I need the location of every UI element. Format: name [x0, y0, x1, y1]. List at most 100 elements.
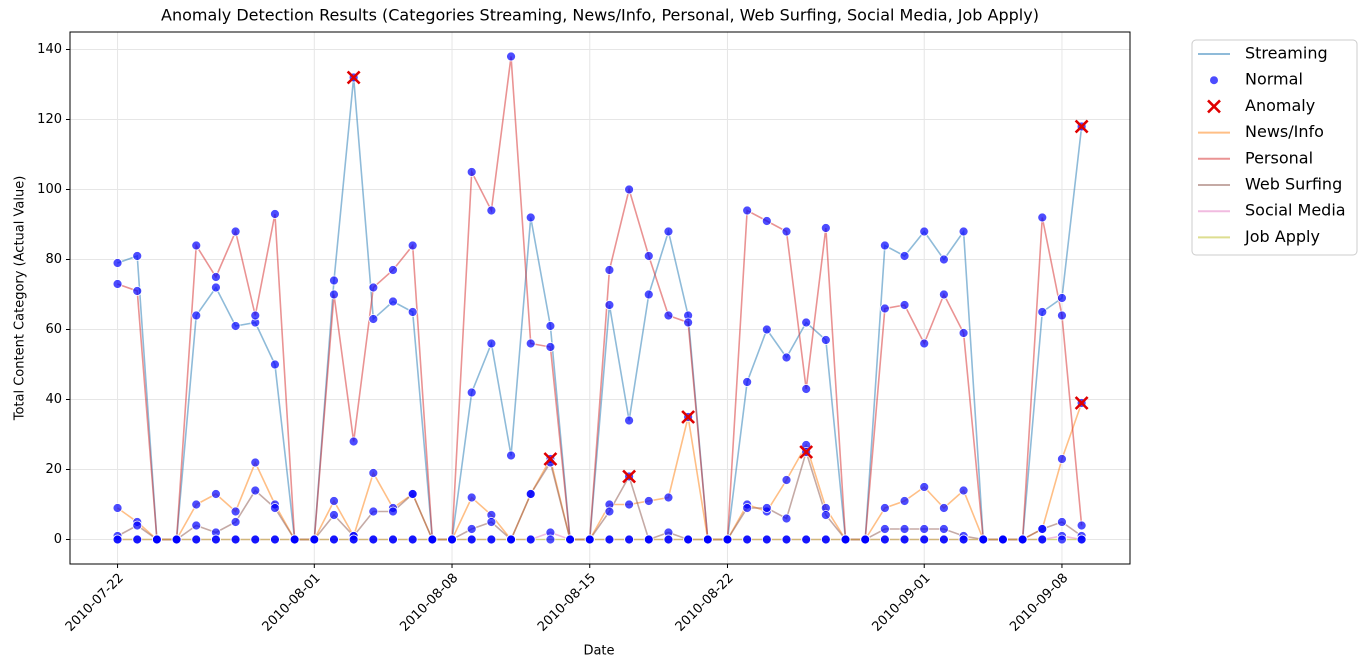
normal-point: [820, 510, 831, 520]
normal-point: [1057, 454, 1067, 464]
normal-point: [486, 534, 497, 545]
normal-point: [958, 328, 969, 338]
normal-point: [191, 240, 202, 251]
normal-point: [820, 223, 831, 233]
normal-point: [742, 205, 753, 216]
anomaly-marker: [543, 452, 558, 466]
normal-point: [958, 534, 969, 545]
normal-point: [1037, 212, 1048, 223]
normal-point: [427, 534, 438, 545]
normal-point: [939, 524, 949, 534]
legend-swatch: [1209, 75, 1219, 86]
normal-point: [801, 534, 812, 545]
normal-point: [466, 524, 477, 534]
normal-point: [899, 251, 910, 261]
normal-point: [506, 51, 516, 62]
normal-point: [742, 534, 753, 545]
normal-point: [801, 384, 812, 394]
legend-label: Web Surfing: [1245, 175, 1342, 194]
normal-point: [191, 310, 202, 321]
normal-point: [624, 184, 635, 195]
normal-point: [1017, 534, 1028, 545]
legend-label: Anomaly: [1245, 96, 1315, 115]
normal-point: [151, 534, 162, 545]
normal-point: [643, 251, 654, 261]
normal-point: [761, 216, 772, 226]
series-line: [117, 531, 1082, 541]
anomaly-marker: [681, 410, 696, 424]
normal-point: [899, 534, 910, 545]
axes-frame: [69, 31, 1131, 565]
normal-point: [702, 534, 713, 545]
normal-point: [643, 289, 654, 300]
x-tick-label: 2010-08-22: [673, 571, 737, 635]
normal-point: [919, 534, 930, 545]
y-tick-label: 60: [45, 322, 62, 337]
normal-point: [112, 534, 123, 545]
legend: Streaming Normal Anomaly News/Info Personal W…: [1198, 44, 1346, 246]
normal-point: [899, 300, 910, 310]
normal-point: [270, 209, 280, 219]
normal-point: [250, 457, 261, 468]
normal-point: [289, 534, 300, 545]
normal-point: [1057, 293, 1067, 303]
normal-point: [742, 377, 753, 387]
normal-point: [663, 310, 674, 321]
normal-point: [860, 534, 871, 545]
normal-point: [112, 279, 123, 289]
normal-point: [348, 534, 359, 545]
normal-point: [1057, 534, 1067, 545]
normal-point: [820, 335, 831, 345]
normal-point: [545, 342, 556, 352]
normal-point: [939, 503, 949, 513]
normal-point: [309, 534, 320, 545]
normal-point: [270, 534, 280, 545]
normal-point: [329, 289, 339, 300]
normal-point: [329, 496, 339, 506]
series-line: [117, 56, 1083, 541]
normal-point: [643, 496, 654, 506]
x-tick-label: 2010-08-08: [397, 571, 461, 635]
normal-point: [368, 468, 379, 478]
normal-point: [525, 489, 536, 499]
x-tick-label: 2010-08-15: [535, 571, 599, 635]
anomaly-marker: [346, 70, 361, 85]
normal-point: [388, 534, 398, 545]
normal-point: [191, 534, 202, 545]
normal-point: [1057, 517, 1067, 527]
normal-point: [407, 489, 418, 499]
normal-point: [1037, 534, 1048, 545]
normal-point: [368, 282, 379, 293]
y-tick-label: 20: [45, 462, 62, 477]
y-tick-label: 40: [45, 392, 62, 407]
normal-point: [978, 534, 989, 545]
normal-point: [270, 359, 280, 370]
normal-point: [486, 338, 497, 349]
x-tick-label: 2010-09-01: [869, 571, 933, 635]
normal-point: [329, 275, 339, 286]
normal-point: [250, 485, 261, 496]
x-axis-label: Date: [583, 644, 614, 656]
legend-label: Streaming: [1245, 44, 1328, 63]
x-tick-label: 2010-07-22: [63, 571, 127, 635]
normal-point: [801, 317, 812, 328]
normal-point: [250, 310, 261, 321]
normal-point: [545, 534, 556, 545]
chart-title: Anomaly Detection Results (Categories St…: [161, 6, 1039, 25]
normal-point: [604, 265, 615, 275]
plot-area: 0 20 40 60 80 100 120 140 2010-07-22 2010-08-01 20…: [37, 32, 1130, 635]
normal-point: [466, 534, 477, 545]
normal-point: [407, 534, 418, 545]
normal-point: [879, 524, 890, 534]
normal-point: [939, 289, 949, 300]
normal-point: [781, 475, 792, 485]
normal-point: [171, 534, 182, 545]
normal-point: [958, 485, 969, 496]
normal-point: [407, 240, 418, 251]
normal-point: [191, 499, 202, 510]
normal-point: [388, 506, 398, 517]
normal-point: [230, 226, 241, 237]
normal-point: [939, 534, 949, 545]
normal-point: [132, 520, 143, 531]
